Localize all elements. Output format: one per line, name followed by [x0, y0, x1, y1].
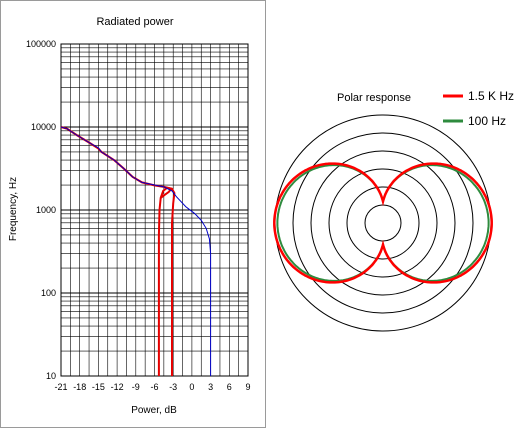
polar-ring — [292, 132, 474, 314]
polar-response-chart: Polar response 1.5 K Hz 100 Hz — [273, 89, 514, 332]
x-tick-label: -3 — [169, 382, 177, 392]
x-tick-label: 6 — [227, 382, 232, 392]
x-tick-label: -21 — [54, 382, 67, 392]
legend-label: 100 Hz — [468, 114, 506, 128]
y-axis-label: Frequency, Hz — [8, 177, 19, 241]
x-tick-label: 9 — [245, 382, 250, 392]
y-tick-label: 10000 — [31, 122, 56, 132]
polar-ring — [346, 186, 420, 260]
polar-curves — [273, 162, 493, 284]
y-tick-label: 100000 — [26, 39, 56, 49]
y-tick-label: 100 — [41, 288, 56, 298]
polar-rings — [274, 114, 492, 332]
plot-frame — [60, 43, 249, 377]
polar-series-curve — [276, 164, 490, 282]
tick-labels: -21 -18 -15 -12 -9 -6 -3 0 3 6 9 10 100 1000 10000 1000… — [26, 39, 251, 392]
x-axis-label: Power, dB — [131, 405, 177, 416]
radiated-power-chart: Radiated power -21 -18 -15 -12 -9 -6 -3 0 3 6 9 10 1… — [8, 16, 251, 416]
polar-series-curve — [273, 162, 493, 284]
chart-title: Radiated power — [96, 16, 173, 28]
x-tick-label: -6 — [150, 382, 158, 392]
series-line — [60, 126, 212, 376]
x-tick-label: 3 — [208, 382, 213, 392]
polar-title: Polar response — [337, 92, 411, 104]
polar-legend: 1.5 K Hz 100 Hz — [443, 89, 514, 128]
series-line — [157, 186, 174, 376]
y-tick-label: 1000 — [36, 205, 56, 215]
polar-ring — [364, 204, 402, 242]
y-tick-label: 10 — [46, 371, 56, 381]
radiated-power-panel: Radiated power -21 -18 -15 -12 -9 -6 -3 0 3 6 9 10 1… — [0, 0, 266, 428]
legend-label: 1.5 K Hz — [468, 89, 514, 103]
series-lines — [60, 126, 212, 376]
grid-lines — [60, 43, 249, 377]
x-tick-label: -9 — [132, 382, 140, 392]
x-tick-label: -12 — [111, 382, 124, 392]
x-tick-label: 0 — [189, 382, 194, 392]
x-tick-label: -18 — [73, 382, 86, 392]
series-line — [60, 126, 176, 376]
polar-ring — [328, 168, 438, 278]
polar-ring — [274, 114, 492, 332]
x-tick-label: -15 — [92, 382, 105, 392]
polar-ring — [310, 150, 456, 296]
